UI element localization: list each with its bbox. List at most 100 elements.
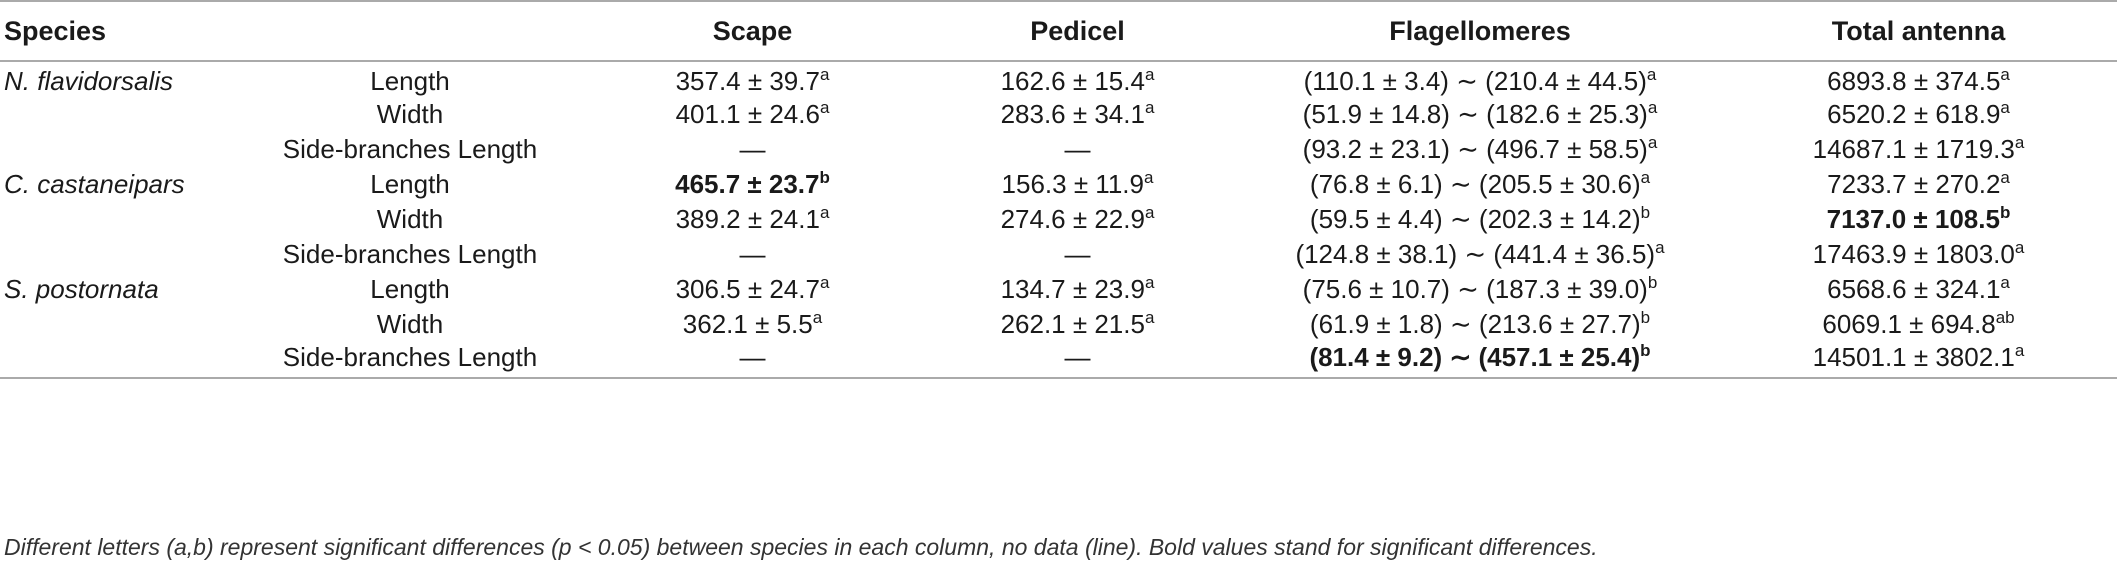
significance-letter: a <box>819 65 830 84</box>
pedicel-value: 134.7 ± 23.9 <box>1000 274 1145 304</box>
total-antenna-value: 14687.1 ± 1719.3 <box>1812 134 2015 164</box>
significance-letter: a <box>1144 203 1155 222</box>
flagellomeres-value: (51.9 ± 14.8) ∼ (182.6 ± 25.3) <box>1302 99 1648 129</box>
significance-letter: a <box>1647 98 1658 117</box>
header-pedicel: Pedicel <box>915 0 1240 62</box>
significance-letter: b <box>1640 341 1651 360</box>
flagellomeres-cell: (76.8 ± 6.1) ∼ (205.5 ± 30.6)a <box>1240 167 1720 202</box>
significance-letter: a <box>2014 238 2025 257</box>
pedicel-cell: 283.6 ± 34.1a <box>915 97 1240 132</box>
flagellomeres-value: (124.8 ± 38.1) ∼ (441.4 ± 36.5) <box>1295 239 1656 269</box>
flagellomeres-value: (110.1 ± 3.4) ∼ (210.4 ± 44.5) <box>1303 66 1647 96</box>
total-antenna-cell: 14687.1 ± 1719.3a <box>1720 132 2117 167</box>
scape-value: 389.2 ± 24.1 <box>675 204 820 234</box>
flagellomeres-value: (76.8 ± 6.1) ∼ (205.5 ± 30.6) <box>1309 169 1641 199</box>
significance-letter: a <box>1144 168 1154 187</box>
table-body: N. flavidorsalis Length 357.4 ± 39.7a 162.6… <box>0 61 2117 379</box>
flagellomeres-cell: (61.9 ± 1.8) ∼ (213.6 ± 27.7)b <box>1240 307 1720 342</box>
header-row: Species Scape Pedicel Flagellomeres Tota… <box>0 0 2117 62</box>
total-antenna-cell: 14501.1 ± 3802.1a <box>1720 341 2117 379</box>
scape-value: 401.1 ± 24.6 <box>675 99 820 129</box>
measure-cell: Length <box>370 169 450 199</box>
significance-letter: a <box>1144 273 1155 292</box>
flagellomeres-cell: (124.8 ± 38.1) ∼ (441.4 ± 36.5)a <box>1240 237 1720 272</box>
header-measure <box>230 0 590 62</box>
significance-letter: a <box>1144 308 1155 327</box>
flagellomeres-cell: (110.1 ± 3.4) ∼ (210.4 ± 44.5)a <box>1240 61 1720 97</box>
pedicel-cell: — <box>915 132 1240 167</box>
pedicel-value: — <box>1064 134 1091 164</box>
measure-cell: Side-branches Length <box>282 134 538 164</box>
measure-cell: Width <box>376 99 444 129</box>
table-row: Side-branches Length — — (124.8 ± 38.1) ∼ (… <box>0 237 2117 272</box>
table-row: Width 389.2 ± 24.1a 274.6 ± 22.9a (59.5 ± 4… <box>0 202 2117 237</box>
scape-cell: 389.2 ± 24.1a <box>590 202 915 237</box>
species-cell: N. flavidorsalis <box>4 66 174 96</box>
pedicel-cell: 134.7 ± 23.9a <box>915 272 1240 307</box>
measure-cell: Length <box>370 274 450 304</box>
header-total-antenna: Total antenna <box>1720 0 2117 62</box>
header-scape: Scape <box>590 0 915 62</box>
flagellomeres-value: (59.5 ± 4.4) ∼ (202.3 ± 14.2) <box>1309 204 1641 234</box>
scape-cell: — <box>590 237 915 272</box>
scape-cell: 401.1 ± 24.6a <box>590 97 915 132</box>
significance-letter: ab <box>1995 308 2015 327</box>
total-antenna-cell: 6520.2 ± 618.9a <box>1720 97 2117 132</box>
scape-cell: 306.5 ± 24.7a <box>590 272 915 307</box>
scape-cell: 362.1 ± 5.5a <box>590 307 915 342</box>
table-row: S. postornata Length 306.5 ± 24.7a 134.7 ± … <box>0 272 2117 307</box>
header-species: Species <box>0 0 230 62</box>
significance-letter: a <box>2014 341 2025 360</box>
total-antenna-value: 7233.7 ± 270.2 <box>1827 169 2001 199</box>
scape-cell: — <box>590 342 915 379</box>
measure-cell: Width <box>376 309 444 339</box>
table-row: N. flavidorsalis Length 357.4 ± 39.7a 162.6… <box>0 61 2117 97</box>
flagellomeres-value: (81.4 ± 9.2) ∼ (457.1 ± 25.4) <box>1309 342 1641 372</box>
significance-letter: b <box>1999 203 2011 222</box>
species-cell <box>0 342 230 379</box>
total-antenna-value: 17463.9 ± 1803.0 <box>1812 239 2015 269</box>
significance-letter: a <box>2014 133 2025 152</box>
pedicel-value: — <box>1064 239 1091 269</box>
pedicel-cell: 274.6 ± 22.9a <box>915 202 1240 237</box>
total-antenna-value: 6893.8 ± 374.5 <box>1827 66 2001 96</box>
significance-letter: a <box>1655 238 1665 257</box>
pedicel-cell: 262.1 ± 21.5a <box>915 307 1240 342</box>
flagellomeres-value: (75.6 ± 10.7) ∼ (187.3 ± 39.0) <box>1302 274 1648 304</box>
pedicel-value: 156.3 ± 11.9 <box>1001 169 1144 199</box>
pedicel-cell: 162.6 ± 15.4a <box>915 61 1240 97</box>
significance-letter: a <box>812 308 823 327</box>
significance-letter: a <box>2000 273 2010 292</box>
flagellomeres-cell: (81.4 ± 9.2) ∼ (457.1 ± 25.4)b <box>1240 341 1720 379</box>
significance-letter: b <box>819 168 830 187</box>
pedicel-cell: — <box>915 342 1240 379</box>
total-antenna-cell: 6568.6 ± 324.1a <box>1720 272 2117 307</box>
significance-letter: b <box>1640 203 1651 222</box>
scape-value: 357.4 ± 39.7 <box>675 66 820 96</box>
scape-cell: 357.4 ± 39.7a <box>590 61 915 97</box>
pedicel-cell: 156.3 ± 11.9a <box>915 167 1240 202</box>
scape-value: 465.7 ± 23.7 <box>675 169 820 199</box>
significance-letter: a <box>1144 98 1155 117</box>
pedicel-value: 262.1 ± 21.5 <box>1000 309 1145 339</box>
measure-cell: Side-branches Length <box>282 239 538 269</box>
significance-letter: a <box>1647 133 1658 152</box>
pedicel-value: 162.6 ± 15.4 <box>1000 66 1145 96</box>
species-cell <box>0 237 230 272</box>
species-cell: S. postornata <box>4 274 159 304</box>
scape-value: 306.5 ± 24.7 <box>675 274 820 304</box>
total-antenna-value: 7137.0 ± 108.5 <box>1826 204 2000 234</box>
table-row: Side-branches Length — — (93.2 ± 23.1) ∼ (4… <box>0 132 2117 167</box>
flagellomeres-value: (61.9 ± 1.8) ∼ (213.6 ± 27.7) <box>1309 309 1641 339</box>
total-antenna-cell: 7137.0 ± 108.5b <box>1720 202 2117 237</box>
significance-letter: b <box>1647 273 1658 292</box>
total-antenna-cell: 6893.8 ± 374.5a <box>1720 61 2117 97</box>
significance-letter: a <box>2000 98 2010 117</box>
total-antenna-cell: 7233.7 ± 270.2a <box>1720 167 2117 202</box>
significance-letter: b <box>1640 308 1651 327</box>
flagellomeres-value: (93.2 ± 23.1) ∼ (496.7 ± 58.5) <box>1302 134 1648 164</box>
flagellomeres-cell: (93.2 ± 23.1) ∼ (496.7 ± 58.5)a <box>1240 132 1720 167</box>
measure-cell: Side-branches Length <box>230 342 590 379</box>
header-flagellomeres: Flagellomeres <box>1240 0 1720 62</box>
